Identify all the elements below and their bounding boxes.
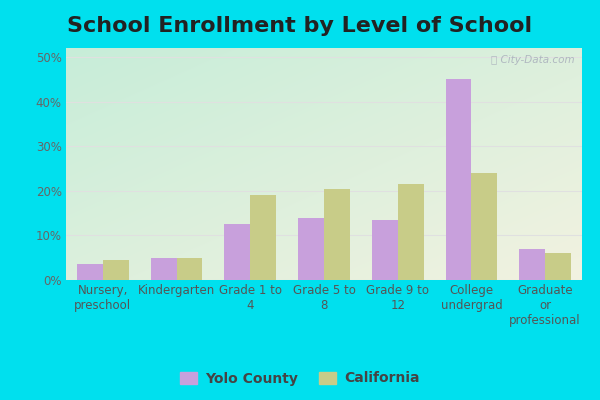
Bar [324, 188, 350, 280]
Bar [250, 195, 276, 280]
Bar [472, 173, 497, 280]
Legend: Yolo County, California: Yolo County, California [175, 366, 425, 391]
Bar [446, 79, 472, 280]
Bar [224, 224, 250, 280]
Bar [151, 258, 176, 280]
Bar [298, 218, 324, 280]
Text: ⓘ City-Data.com: ⓘ City-Data.com [491, 55, 574, 65]
Bar [77, 264, 103, 280]
Bar [372, 220, 398, 280]
Bar [103, 260, 128, 280]
Text: School Enrollment by Level of School: School Enrollment by Level of School [67, 16, 533, 36]
Bar [545, 253, 571, 280]
Bar [520, 249, 545, 280]
Bar [398, 184, 424, 280]
Bar [176, 258, 202, 280]
